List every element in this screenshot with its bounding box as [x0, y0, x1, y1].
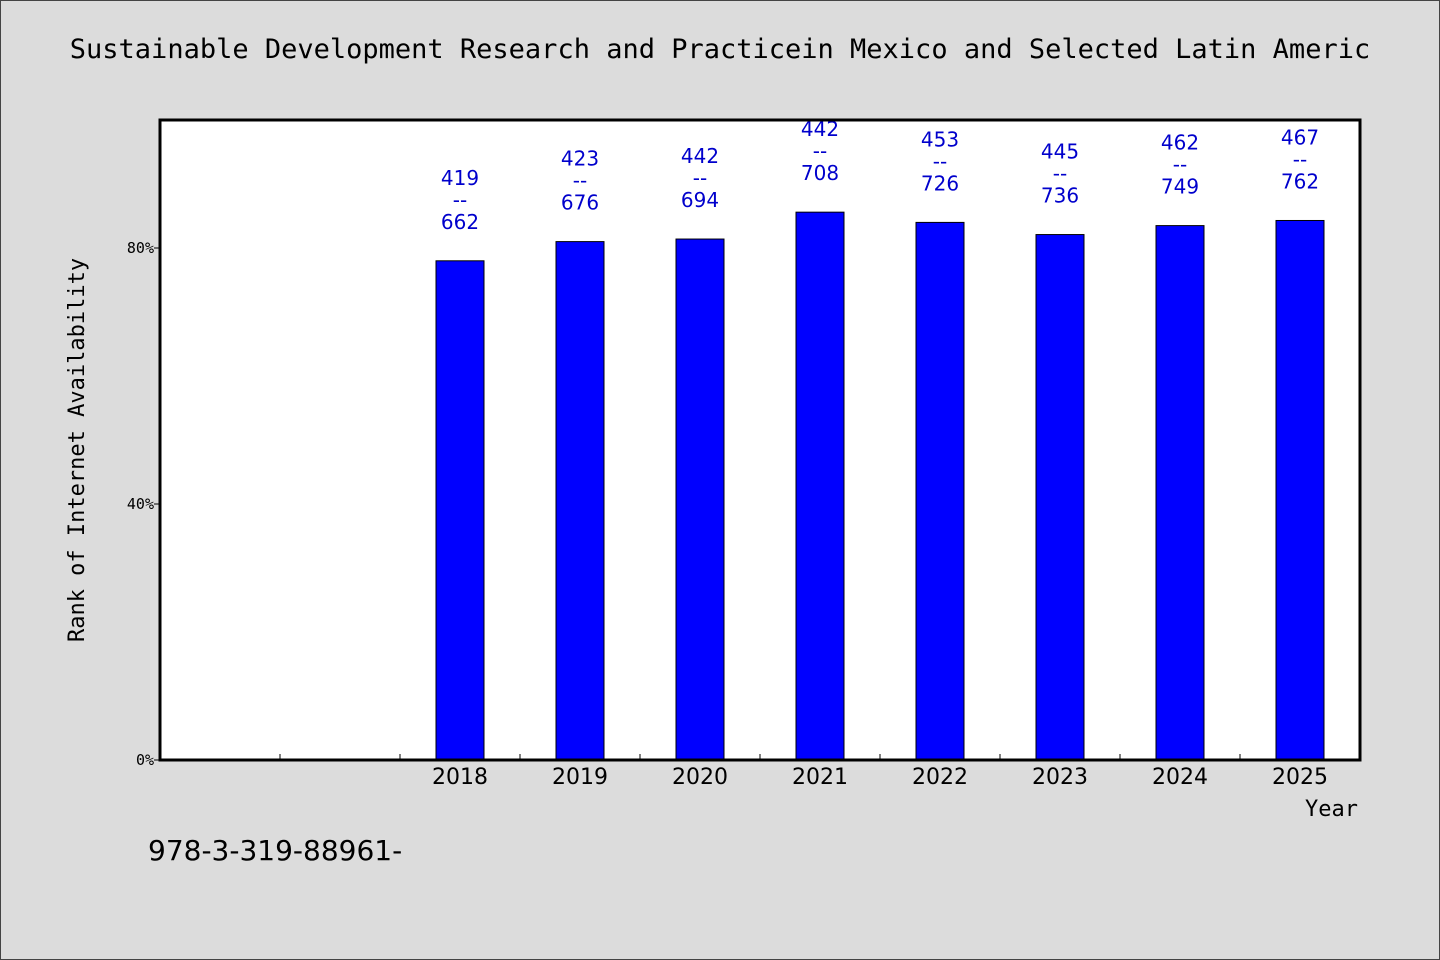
bar-2024 — [1155, 225, 1205, 761]
data-label-2020: 694 — [681, 188, 719, 212]
bar-2023 — [1035, 234, 1085, 761]
data-label-2019: 423 — [561, 147, 599, 171]
bar-2025 — [1275, 219, 1325, 761]
data-label-2018: -- — [453, 188, 467, 212]
data-label-2018: 662 — [441, 210, 479, 234]
x-tick-label: 2020 — [672, 765, 728, 790]
data-label-2023: 445 — [1041, 140, 1079, 164]
x-tick-label: 2024 — [1152, 765, 1208, 790]
data-label-2022: 453 — [921, 127, 959, 151]
y-tick-label: 80% — [127, 239, 154, 257]
bar-2021 — [795, 211, 845, 761]
x-tick-label: 2019 — [552, 765, 608, 790]
data-label-2020: -- — [693, 166, 707, 190]
bar-2020 — [675, 238, 725, 761]
x-tick-label: 2021 — [792, 765, 848, 790]
data-label-2024: 749 — [1161, 175, 1199, 199]
x-tick-label: 2022 — [912, 765, 968, 790]
data-label-2024: -- — [1173, 153, 1187, 177]
data-label-2019: -- — [573, 169, 587, 193]
chart-title: Sustainable Development Research and Pra… — [69, 34, 1371, 65]
data-label-2021: 708 — [801, 161, 839, 185]
data-label-2025: 467 — [1281, 125, 1319, 149]
x-tick-label: 2023 — [1032, 765, 1088, 790]
data-label-2025: -- — [1293, 147, 1307, 171]
labels-layer: 0%40%80%419--6622018423--6762019442--694… — [127, 117, 1328, 790]
data-label-2025: 762 — [1281, 169, 1319, 193]
bars-layer — [435, 211, 1325, 761]
isbn-footer: 978-3-319-88961- — [148, 834, 403, 867]
y-tick-label: 40% — [127, 495, 154, 513]
x-tick-label: 2025 — [1272, 765, 1328, 790]
bar-2022 — [915, 221, 965, 761]
x-tick-label: 2018 — [432, 765, 488, 790]
data-label-2021: -- — [813, 139, 827, 163]
y-tick-label: 0% — [136, 751, 154, 769]
bar-2019 — [555, 241, 605, 761]
x-axis-title: Year — [1305, 797, 1358, 822]
y-axis-title: Rank of Internet Availability — [65, 258, 90, 642]
data-label-2020: 442 — [681, 144, 719, 168]
plot-border — [158, 118, 1362, 762]
bar-2018 — [435, 260, 485, 761]
data-label-2024: 462 — [1161, 131, 1199, 155]
data-label-2023: -- — [1053, 162, 1067, 186]
data-label-2019: 676 — [561, 191, 599, 215]
data-label-2018: 419 — [441, 166, 479, 190]
data-label-2022: 726 — [921, 171, 959, 195]
data-label-2022: -- — [933, 149, 947, 173]
data-label-2023: 736 — [1041, 184, 1079, 208]
